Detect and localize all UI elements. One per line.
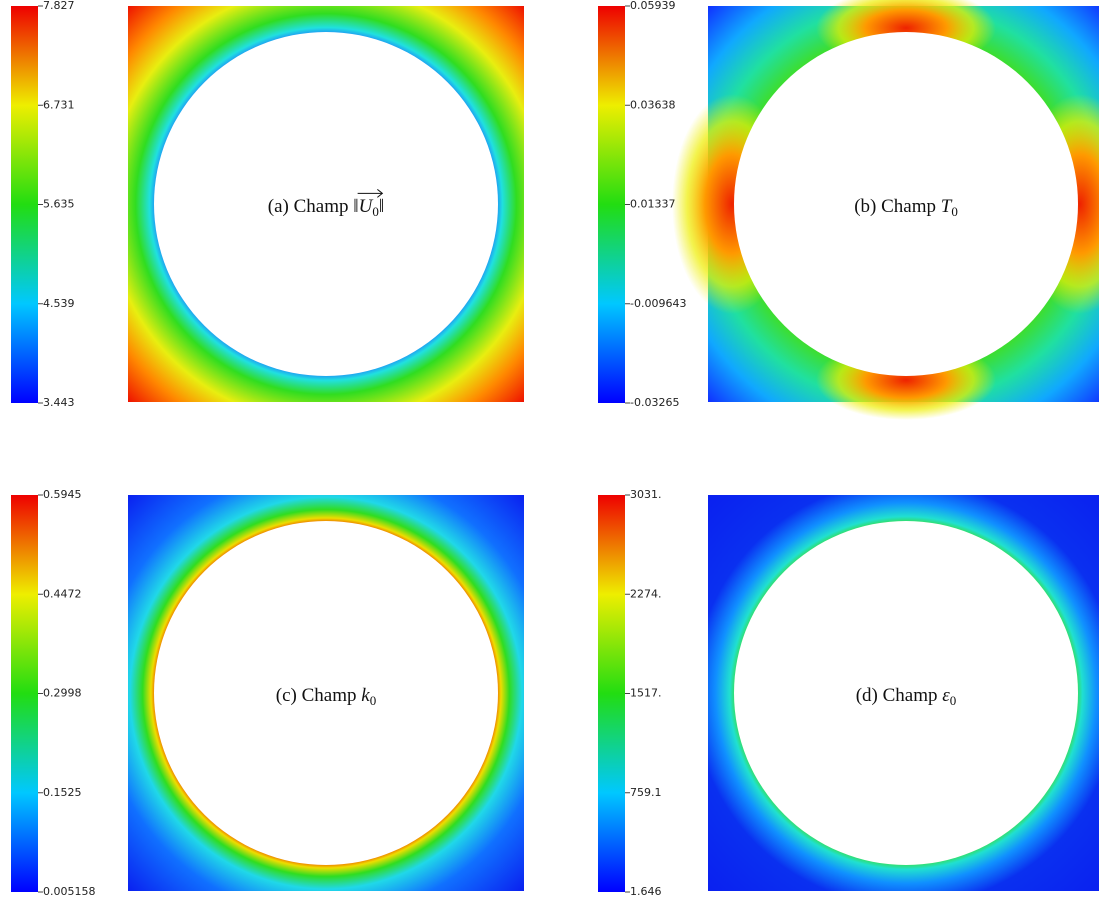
subscript: 0 xyxy=(372,204,379,219)
caption-text: (a) Champ xyxy=(268,196,349,217)
colorbar-label: 0.03638 xyxy=(630,98,676,111)
caption-text: (c) Champ xyxy=(276,685,357,706)
caption: (c) Champ k0 xyxy=(276,685,376,708)
colorbar-label: 4.539 xyxy=(43,297,75,310)
norm-bar: ‖ xyxy=(353,196,358,217)
symbol: k xyxy=(361,685,370,706)
subscript: 0 xyxy=(950,693,957,708)
norm-bar: ‖ xyxy=(379,196,384,217)
colorbar xyxy=(11,495,38,892)
colorbar-label: 3.443 xyxy=(43,396,75,409)
colorbar-label: 0.005158 xyxy=(43,885,96,898)
panel: 0.05939 0.03638 0.01337 -0.009643 -0.03265 (b… xyxy=(598,0,1099,420)
colorbar-label: 7.827 xyxy=(43,0,75,12)
colorbar-label: -0.03265 xyxy=(630,396,679,409)
colorbar xyxy=(11,6,38,403)
colorbar-label: 6.731 xyxy=(43,98,75,111)
caption: (a) Champ ‖U0‖ xyxy=(268,196,384,219)
caption: (b) Champ T0 xyxy=(854,196,958,219)
colorbar-label: 5.635 xyxy=(43,198,75,211)
symbol: T xyxy=(941,196,953,217)
colorbar-label: 0.1525 xyxy=(43,786,82,799)
field-plot xyxy=(128,495,524,891)
colorbar-label: 1517. xyxy=(630,687,662,700)
colorbar xyxy=(598,495,625,892)
panel: 0.5945 0.4472 0.2998 0.1525 0.005158 (c) Cham… xyxy=(11,488,524,898)
hole xyxy=(154,32,498,376)
colorbar-label: 2274. xyxy=(630,587,662,600)
colorbar xyxy=(598,6,625,403)
colorbar-label: 0.05939 xyxy=(630,0,676,12)
hole xyxy=(154,521,498,865)
field-plot xyxy=(128,6,524,402)
subscript: 0 xyxy=(951,204,958,219)
symbol: U xyxy=(359,196,374,217)
field-plot xyxy=(708,495,1099,891)
vector-arrow-head xyxy=(377,188,384,198)
field-plot xyxy=(672,0,1099,420)
colorbar-label: 0.2998 xyxy=(43,687,82,700)
caption-text: (b) Champ xyxy=(854,196,936,217)
colorbar-label: 0.4472 xyxy=(43,587,82,600)
hole xyxy=(734,32,1078,376)
hole xyxy=(734,521,1078,865)
caption: (d) Champ ε0 xyxy=(856,685,957,708)
panel: 3031. 2274. 1517. 759.1 1.646 (d) Champ ε0 xyxy=(598,488,1099,898)
colorbar-label: 0.01337 xyxy=(630,198,676,211)
colorbar-label: 3031. xyxy=(630,488,662,501)
caption-text: (d) Champ xyxy=(856,685,938,706)
symbol: ε xyxy=(942,685,950,706)
colorbar-label: 0.5945 xyxy=(43,488,82,501)
colorbar-label: 1.646 xyxy=(630,885,662,898)
colorbar-label: -0.009643 xyxy=(630,297,686,310)
subscript: 0 xyxy=(370,693,377,708)
colorbar-label: 759.1 xyxy=(630,786,662,799)
